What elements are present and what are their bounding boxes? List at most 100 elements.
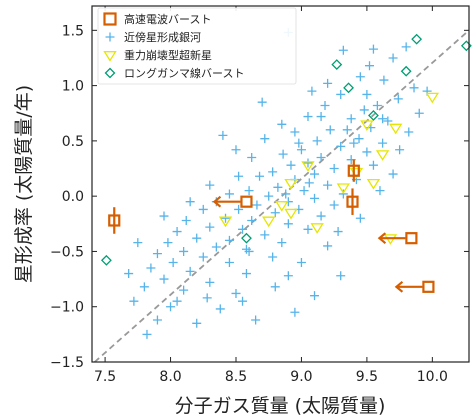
data-point — [152, 315, 162, 325]
data-point — [360, 120, 374, 132]
data-point — [192, 318, 202, 328]
x-tick-label: 9.5 — [356, 369, 378, 385]
data-point — [231, 145, 241, 155]
data-point — [215, 304, 225, 314]
legend-marker — [103, 51, 117, 62]
data-point — [388, 169, 398, 179]
data-point — [231, 288, 241, 298]
data-point — [316, 211, 326, 221]
data-point — [241, 269, 251, 279]
data-point — [336, 271, 346, 281]
y-tick-label: 1.0 — [62, 79, 84, 95]
data-point — [338, 45, 348, 55]
y-tick-label: −1.0 — [50, 300, 84, 316]
data-point — [205, 277, 215, 287]
data-point — [275, 201, 289, 212]
data-point — [404, 127, 414, 137]
data-point — [375, 186, 385, 196]
data-point — [166, 302, 176, 312]
data-point — [278, 149, 288, 159]
data-point — [284, 178, 298, 190]
data-point — [218, 130, 228, 140]
data-point — [299, 186, 309, 196]
data-point — [185, 266, 195, 276]
data-point — [366, 178, 381, 190]
data-point — [234, 204, 244, 214]
data-point — [159, 211, 169, 221]
data-point — [247, 152, 257, 162]
data-point — [241, 232, 252, 244]
data-point — [296, 145, 306, 155]
data-point — [270, 208, 280, 218]
data-point — [362, 89, 372, 99]
data-point — [401, 42, 411, 52]
data-point — [262, 216, 276, 228]
data-point — [129, 296, 139, 306]
data-point — [218, 216, 233, 228]
data-point — [320, 101, 330, 111]
data-point — [179, 246, 189, 256]
data-point — [323, 180, 333, 190]
data-point — [238, 224, 248, 234]
y-tick-label: −1.5 — [50, 355, 84, 371]
data-point — [310, 291, 320, 301]
data-point — [283, 271, 293, 281]
data-point — [383, 116, 393, 126]
legend-marker — [103, 12, 117, 26]
data-point — [316, 112, 326, 122]
data-point — [211, 242, 221, 252]
data-point — [252, 200, 262, 210]
data-point — [331, 59, 343, 71]
data-point — [172, 296, 182, 306]
x-tick-label: 10.0 — [417, 369, 448, 385]
data-point — [257, 97, 267, 107]
data-point — [368, 160, 378, 170]
data-point — [264, 191, 274, 201]
data-point — [260, 134, 270, 144]
data-point — [290, 127, 300, 137]
data-point — [224, 257, 234, 267]
data-point — [372, 101, 382, 111]
data-point — [333, 227, 343, 237]
data-point — [378, 138, 388, 148]
data-point — [268, 252, 278, 262]
data-point — [108, 207, 121, 234]
plot-frame — [91, 5, 470, 363]
data-point — [244, 186, 254, 196]
data-point — [268, 167, 278, 177]
data-point — [347, 159, 360, 182]
data-point — [146, 263, 156, 273]
data-point — [205, 222, 215, 232]
x-tick-label: 9.0 — [290, 369, 312, 385]
legend-marker — [105, 32, 115, 42]
data-point — [294, 138, 304, 148]
data-point — [329, 164, 339, 174]
data-point — [316, 152, 326, 162]
data-point — [159, 274, 169, 284]
data-point — [284, 208, 298, 220]
legend-entry: 近傍星形成銀河 — [105, 30, 201, 44]
series-plus — [124, 28, 432, 339]
data-point — [205, 180, 215, 190]
legend-entry: 高速電波バースト — [103, 12, 211, 26]
data-point — [346, 114, 356, 124]
data-point — [375, 150, 390, 161]
data-point — [388, 53, 398, 63]
legend-frame — [97, 7, 297, 85]
data-point — [393, 94, 403, 104]
data-point — [152, 249, 162, 259]
data-point — [270, 282, 280, 292]
data-point — [336, 183, 351, 195]
data-point — [342, 125, 352, 135]
data-point — [395, 145, 405, 155]
y-tick-label: 0.5 — [62, 134, 84, 150]
axis-ticks: 7.5 8.0 8.5 9.0 9.5 10.0 −1.5 −1.0 −0.5 0.0 0.5 1.0… — [50, 6, 469, 385]
data-point — [224, 235, 234, 245]
data-point — [234, 171, 244, 181]
data-point — [251, 315, 261, 325]
series-square — [108, 159, 435, 293]
data-point — [172, 227, 182, 237]
data-point — [198, 204, 208, 214]
data-point — [286, 160, 296, 170]
